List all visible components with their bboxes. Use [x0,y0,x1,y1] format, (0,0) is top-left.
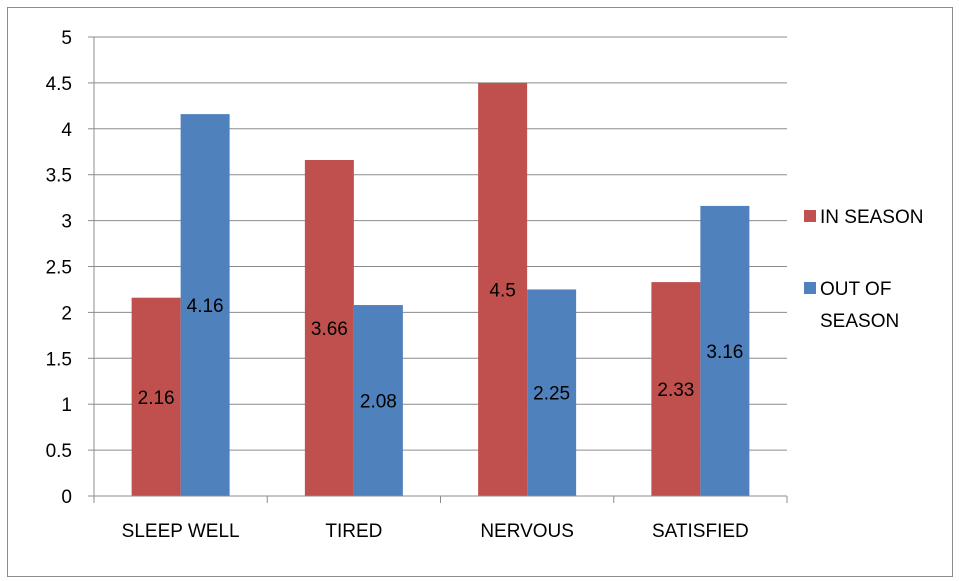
bar-in-season-sleep-well [131,297,181,496]
bar-out-of-season-sleep-well [180,114,230,496]
y-tick-label: 2.5 [46,258,72,279]
y-tick-label: 0.5 [46,441,72,462]
y-tick-label: 3.5 [46,166,72,187]
data-labels: 2.16 4.16 3.66 2.08 4.5 2.25 2.33 3.16 [138,280,744,412]
y-tick-label: 4 [61,120,72,141]
legend-label: OUT OF [820,279,891,300]
y-tick-label: 0 [61,487,72,508]
bar-in-season-tired [304,160,354,496]
x-axis-categories: SLEEP WELL TIRED NERVOUS SATISFIED [122,521,749,542]
y-tick-label: 3 [61,212,72,233]
x-category-label: TIRED [325,521,382,542]
bar-in-season-nervous [478,82,528,497]
data-label: 2.33 [657,380,694,401]
data-label: 2.25 [533,384,570,405]
legend-label: IN SEASON [820,207,923,228]
data-label: 3.66 [311,319,348,340]
bars [131,82,750,497]
y-tick-label: 1 [61,395,72,416]
legend-label: SEASON [820,311,899,332]
data-label: 3.16 [706,342,743,363]
legend-swatch-out-of-season [804,282,816,294]
y-tick-label: 2 [61,303,72,324]
x-category-label: SATISFIED [652,521,749,542]
y-tick-label: 4.5 [46,74,72,95]
bar-out-of-season-satisfied [700,205,750,497]
data-label: 2.08 [360,392,397,413]
y-axis-ticks: 0 0.5 1 1.5 2 2.5 3 3.5 4 4.5 5 [46,28,73,508]
legend: IN SEASON OUT OF SEASON [804,207,923,332]
x-category-label: SLEEP WELL [122,521,240,542]
bar-in-season-satisfied [651,282,701,496]
bar-out-of-season-tired [353,305,403,496]
y-tick-label: 5 [61,28,72,49]
bar-out-of-season-nervous [527,289,577,496]
data-label: 4.16 [187,296,224,317]
axes [88,36,788,503]
legend-swatch-in-season [804,210,816,222]
y-tick-label: 1.5 [46,349,72,370]
data-label: 4.5 [489,280,515,301]
data-label: 2.16 [138,388,175,409]
x-category-label: NERVOUS [480,521,574,542]
